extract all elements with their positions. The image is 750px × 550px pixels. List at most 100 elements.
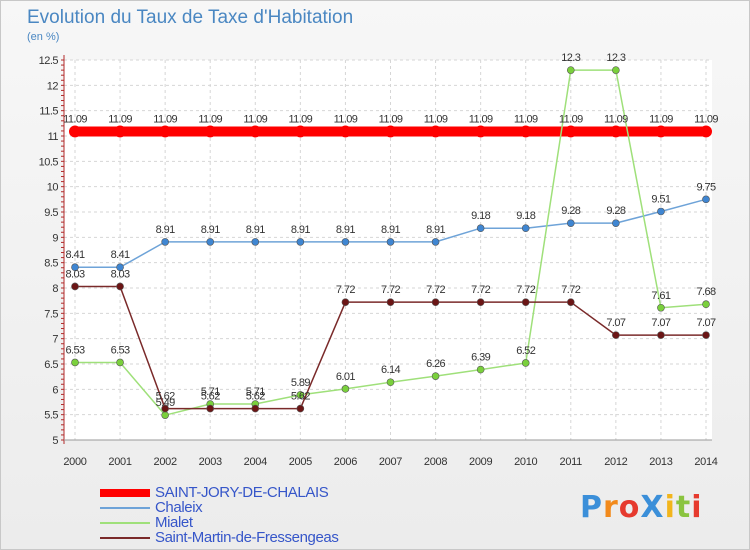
- data-label: 8.91: [336, 224, 355, 236]
- data-label: 11.09: [63, 113, 87, 125]
- legend-label: Chaleix: [155, 499, 203, 516]
- data-label: 5.49: [156, 397, 175, 409]
- data-label: 9.28: [561, 205, 580, 217]
- data-point: [474, 125, 487, 138]
- x-tick-label: 2012: [604, 456, 627, 468]
- data-point: [702, 300, 710, 309]
- data-point: [431, 298, 440, 306]
- data-point: [384, 125, 397, 138]
- data-label: 8.91: [381, 224, 400, 236]
- plot-area: [64, 60, 712, 440]
- data-label: 11.09: [198, 113, 222, 125]
- legend-swatch: [100, 489, 150, 497]
- data-label: 11.09: [243, 113, 267, 125]
- data-point: [521, 298, 530, 306]
- data-point: [566, 66, 575, 74]
- data-point: [116, 263, 124, 272]
- data-point: [612, 331, 620, 339]
- chart-subtitle: (en %): [27, 31, 60, 43]
- data-label: 5.62: [201, 391, 220, 403]
- x-tick-label: 2006: [334, 456, 357, 468]
- data-label: 11.09: [379, 113, 403, 125]
- data-label: 7.72: [471, 284, 490, 296]
- data-point: [251, 404, 260, 413]
- logo-letter: r: [603, 490, 619, 525]
- y-tick-label: 7.5: [44, 308, 58, 320]
- data-label: 8.03: [111, 268, 130, 280]
- data-point: [114, 125, 127, 138]
- legend-item: Chaleix: [100, 499, 400, 516]
- logo-letter: i: [664, 490, 676, 525]
- data-label: 5.62: [156, 391, 175, 403]
- data-label: 11.09: [334, 113, 358, 125]
- y-tick-label: 6: [52, 384, 58, 396]
- data-point: [69, 125, 81, 138]
- legend-swatch: [100, 507, 150, 509]
- data-point: [521, 359, 530, 367]
- x-tick-label: 2014: [694, 456, 717, 468]
- x-tick-label: 2010: [514, 456, 537, 468]
- data-point: [161, 238, 169, 246]
- data-label: 7.72: [381, 284, 400, 296]
- data-point: [161, 411, 169, 419]
- data-label: 6.53: [111, 344, 130, 356]
- data-point: [296, 391, 305, 399]
- data-point: [429, 125, 442, 138]
- x-tick-label: 2001: [108, 456, 131, 468]
- data-point: [161, 404, 169, 413]
- legend-label: Mialet: [155, 514, 193, 531]
- data-label: 11.09: [514, 113, 538, 125]
- y-tick-label: 8.5: [44, 258, 58, 270]
- data-point: [702, 195, 710, 204]
- data-label: 5.62: [246, 391, 265, 403]
- data-point: [386, 298, 395, 306]
- data-label: 11.09: [694, 113, 718, 125]
- data-label: 5.71: [201, 386, 220, 398]
- x-tick-label: 2007: [379, 456, 402, 468]
- data-point: [431, 238, 440, 246]
- proxiti-logo: ProXiti: [580, 490, 703, 525]
- data-point: [654, 125, 667, 138]
- data-point: [657, 303, 665, 312]
- data-point: [612, 219, 620, 227]
- logo-letter: o: [618, 490, 641, 525]
- data-point: [71, 263, 79, 272]
- legend-swatch: [100, 522, 150, 524]
- data-point: [206, 404, 215, 413]
- y-tick-label: 8: [52, 283, 58, 295]
- data-point: [294, 125, 307, 138]
- data-point: [296, 238, 305, 246]
- x-tick-label: 2011: [560, 456, 583, 468]
- data-label: 9.51: [651, 193, 670, 205]
- x-tick-label: 2004: [244, 456, 267, 468]
- data-label: 11.09: [604, 113, 628, 125]
- data-point: [206, 238, 215, 246]
- y-tick-label: 12.5: [39, 55, 59, 67]
- data-label: 8.03: [65, 268, 84, 280]
- data-point: [341, 298, 350, 306]
- data-label: 5.89: [291, 377, 310, 389]
- data-label: 11.09: [153, 113, 177, 125]
- data-point: [204, 125, 217, 138]
- data-label: 7.61: [651, 290, 670, 302]
- data-label: 7.72: [426, 284, 445, 296]
- data-point: [609, 125, 622, 138]
- data-point: [339, 125, 352, 138]
- data-label: 8.91: [156, 224, 175, 236]
- data-point: [476, 224, 485, 233]
- data-point: [564, 125, 577, 138]
- legend-swatch: [100, 537, 150, 539]
- data-label: 5.71: [246, 386, 265, 398]
- data-point: [476, 365, 485, 374]
- data-point: [341, 385, 350, 393]
- y-tick-label: 5: [52, 435, 58, 447]
- data-point: [296, 404, 305, 413]
- data-label: 6.52: [516, 345, 535, 357]
- data-point: [386, 238, 395, 246]
- data-point: [71, 358, 79, 367]
- data-label: 11.09: [288, 113, 312, 125]
- data-label: 7.68: [696, 286, 715, 298]
- data-label: 6.53: [65, 344, 84, 356]
- logo-letter: X: [640, 490, 665, 525]
- data-point: [657, 331, 665, 339]
